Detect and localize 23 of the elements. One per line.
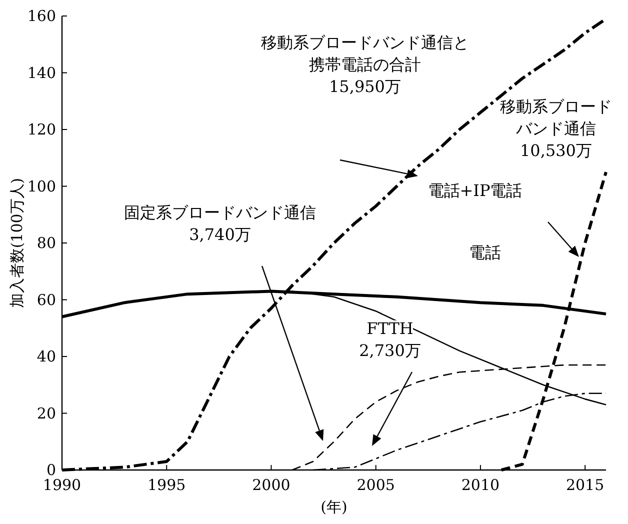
annotation: 移動系ブロードバンド通信と携帯電話の合計 15,950万 [261, 33, 469, 96]
annotation: 電話 [469, 243, 501, 262]
y-tick-label: 80 [36, 234, 56, 252]
annotation: 電話+IP電話 [428, 181, 522, 200]
x-tick-label: 1995 [148, 476, 186, 494]
y-tick-label: 20 [36, 404, 56, 422]
y-tick-label: 40 [36, 348, 56, 366]
y-tick-label: 140 [27, 64, 56, 82]
x-axis-title: (年) [320, 498, 348, 516]
y-tick-label: 100 [27, 177, 56, 196]
y-axis-title: 加入者数(100万人) [8, 178, 26, 308]
x-tick-label: 2010 [461, 476, 500, 494]
x-tick-label: 2015 [566, 476, 604, 494]
y-tick-label: 160 [27, 7, 56, 25]
x-tick-label: 2000 [252, 476, 290, 494]
x-tick-label: 1990 [42, 476, 82, 494]
y-tick-label: 0 [46, 461, 56, 479]
y-tick-label: 60 [36, 290, 56, 309]
annotation: 移動系ブロードバンド通信 10,530万 [500, 97, 612, 160]
x-tick-label: 2005 [356, 476, 395, 494]
annotation: FTTH 2,730万 [359, 319, 421, 360]
annotation: 固定系ブロードバンド通信 3,740万 [124, 203, 316, 244]
y-tick-label: 120 [27, 120, 56, 138]
